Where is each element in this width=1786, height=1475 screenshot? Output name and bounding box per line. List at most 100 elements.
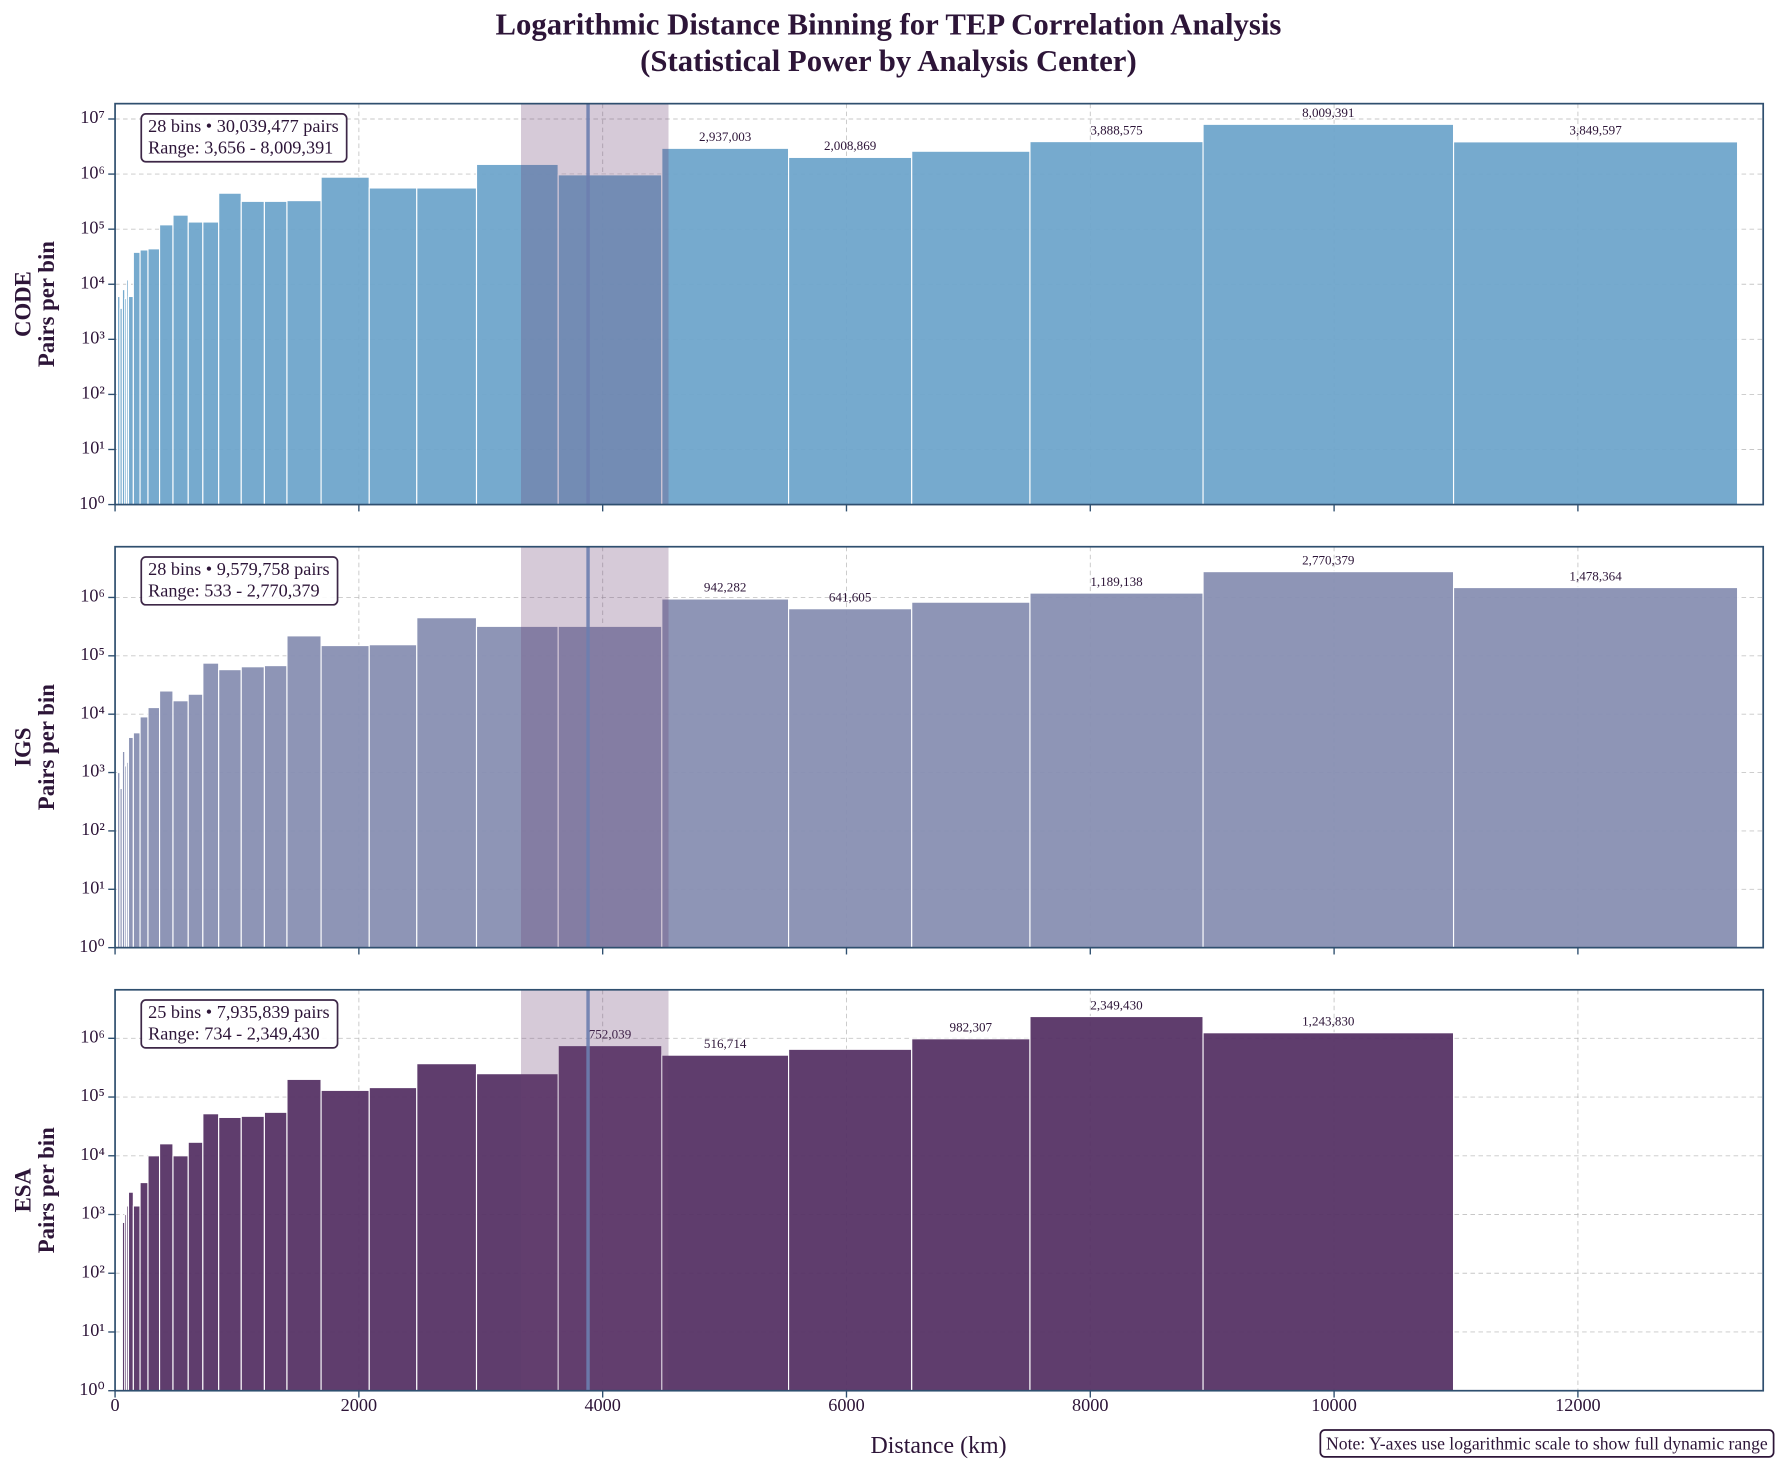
bar bbox=[788, 608, 913, 949]
bar bbox=[475, 163, 559, 506]
y-tick-label: 10¹ bbox=[81, 877, 105, 897]
bar bbox=[557, 1045, 663, 1392]
bar bbox=[187, 1141, 204, 1392]
value-label: 8,009,391 bbox=[1302, 105, 1354, 120]
x-tick-label: 8000 bbox=[1072, 1395, 1108, 1415]
y-tick-label: 10³ bbox=[81, 328, 105, 348]
bar bbox=[187, 693, 204, 949]
bar bbox=[1202, 571, 1455, 949]
x-axis-label: Distance (km) bbox=[871, 1433, 1007, 1459]
bar bbox=[788, 1048, 913, 1392]
bar bbox=[218, 669, 242, 949]
y-tick-label: 10² bbox=[81, 819, 105, 839]
bar bbox=[263, 1111, 288, 1392]
bar bbox=[1452, 586, 1739, 949]
info-text: 28 bins • 30,039,477 pairs bbox=[148, 116, 339, 136]
bar bbox=[158, 1143, 174, 1392]
bar bbox=[187, 221, 204, 506]
bar bbox=[132, 1205, 141, 1392]
bar bbox=[218, 192, 242, 506]
bar bbox=[1202, 123, 1455, 506]
bar bbox=[1452, 141, 1739, 506]
bar bbox=[147, 1155, 161, 1392]
y-axis-name: IGS bbox=[10, 728, 35, 767]
value-label: 2,349,430 bbox=[1090, 997, 1143, 1012]
bar bbox=[172, 700, 189, 949]
bar bbox=[240, 666, 265, 949]
bar bbox=[202, 221, 220, 506]
y-axis-name: ESA bbox=[10, 1168, 35, 1213]
y-axis-label: Pairs per bin bbox=[34, 684, 59, 810]
value-label: 1,243,830 bbox=[1302, 1013, 1355, 1028]
note-box bbox=[1319, 1429, 1775, 1458]
bar bbox=[147, 706, 161, 949]
bar bbox=[218, 1116, 242, 1392]
y-tick-label: 10⁰ bbox=[79, 1379, 105, 1399]
value-label: 2,008,869 bbox=[824, 138, 876, 153]
bar bbox=[320, 1089, 370, 1392]
bar bbox=[202, 1113, 220, 1392]
bar bbox=[1029, 1015, 1204, 1392]
highlight-span bbox=[521, 989, 669, 1391]
bar bbox=[139, 1181, 149, 1392]
y-tick-label: 10⁷ bbox=[80, 107, 105, 127]
bar bbox=[416, 617, 478, 949]
bar bbox=[127, 736, 134, 949]
bar bbox=[286, 1078, 322, 1392]
info-text: Range: 734 - 2,349,430 bbox=[148, 1024, 320, 1044]
bar bbox=[661, 598, 790, 949]
y-axis-label: Pairs per bin bbox=[34, 241, 59, 367]
bar bbox=[1202, 1032, 1455, 1392]
note: Note: Y-axes use logarithmic scale to sh… bbox=[1326, 1433, 1768, 1453]
y-axis-name: CODE bbox=[10, 271, 35, 337]
bar bbox=[320, 176, 370, 506]
y-tick-label: 10⁰ bbox=[79, 936, 105, 956]
bar bbox=[911, 1038, 1031, 1392]
value-label: 516,714 bbox=[704, 1036, 747, 1051]
bar bbox=[1029, 592, 1204, 949]
bar bbox=[202, 662, 220, 949]
bar bbox=[127, 1191, 134, 1392]
value-label: 3,888,575 bbox=[1090, 122, 1143, 137]
info-box-bg bbox=[140, 999, 339, 1049]
x-tick-label: 10000 bbox=[1311, 1395, 1357, 1415]
value-label: 1,189,138 bbox=[1090, 574, 1143, 589]
bar bbox=[147, 248, 161, 506]
y-tick-label: 10⁴ bbox=[80, 272, 105, 292]
chart-subtitle: (Statistical Power by Analysis Center) bbox=[640, 44, 1137, 78]
x-tick-label: 4000 bbox=[584, 1395, 620, 1415]
y-tick-label: 10³ bbox=[81, 761, 105, 781]
bar bbox=[263, 665, 288, 949]
bar bbox=[240, 1115, 265, 1392]
info-box-bg bbox=[140, 113, 348, 163]
value-label: 641,605 bbox=[829, 589, 872, 604]
info-text: 25 bins • 7,935,839 pairs bbox=[148, 1002, 329, 1022]
bar bbox=[132, 251, 141, 506]
info-text: Range: 533 - 2,770,379 bbox=[148, 580, 320, 600]
bar bbox=[172, 1155, 189, 1392]
bar bbox=[172, 214, 189, 506]
bar bbox=[557, 174, 663, 506]
bar bbox=[661, 147, 790, 506]
y-tick-label: 10¹ bbox=[81, 1320, 105, 1340]
bar bbox=[1029, 141, 1204, 506]
value-label: 2,770,379 bbox=[1302, 552, 1354, 567]
plot-frame bbox=[114, 102, 1765, 506]
highlight-span bbox=[521, 103, 669, 505]
bar bbox=[416, 187, 478, 506]
y-tick-label: 10⁶ bbox=[80, 586, 105, 606]
bar bbox=[475, 1073, 559, 1392]
value-label: 982,307 bbox=[950, 1020, 993, 1035]
plot-frame bbox=[114, 988, 1765, 1392]
bar bbox=[158, 224, 174, 506]
bar bbox=[127, 295, 134, 506]
bar bbox=[416, 1063, 478, 1392]
bar bbox=[911, 150, 1031, 506]
y-tick-label: 10⁵ bbox=[80, 644, 105, 664]
bar bbox=[139, 716, 149, 949]
bar bbox=[368, 644, 418, 949]
